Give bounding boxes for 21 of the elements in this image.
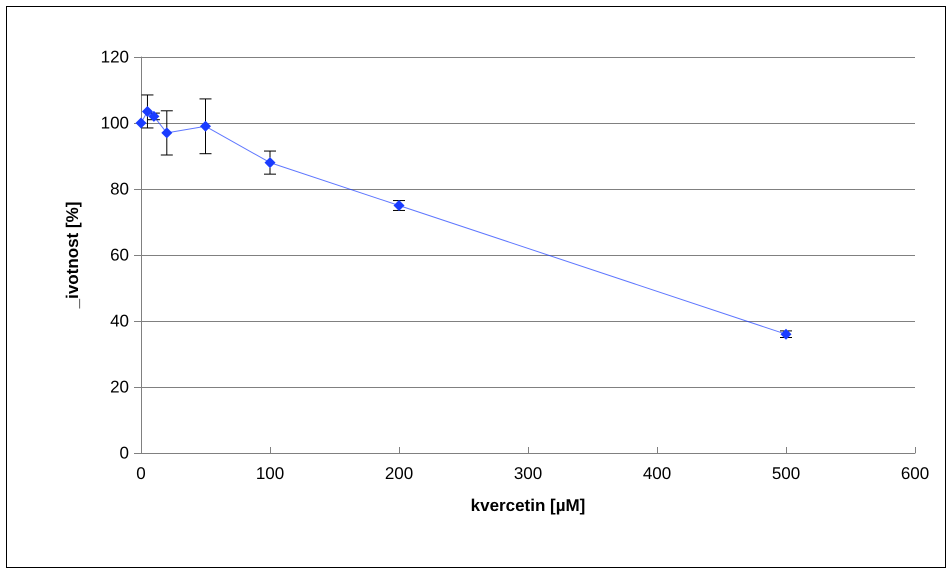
x-tick-label: 500 bbox=[772, 464, 800, 483]
y-tick-label: 80 bbox=[110, 180, 129, 198]
point bbox=[161, 127, 172, 138]
point bbox=[142, 106, 153, 117]
x-axis-title: kvercetin [µM] bbox=[470, 496, 586, 515]
point bbox=[264, 157, 276, 168]
y-tick-label: 20 bbox=[110, 378, 129, 396]
x-tick-label: 100 bbox=[256, 464, 284, 483]
y-tick-label: 40 bbox=[110, 312, 129, 330]
x-tick-label: 600 bbox=[900, 464, 930, 483]
x-tick-label: 400 bbox=[642, 464, 672, 483]
point bbox=[200, 120, 211, 132]
y-tick-label: 60 bbox=[110, 246, 129, 264]
x-tick-label: 200 bbox=[384, 464, 414, 483]
y-tick-label: 120 bbox=[100, 48, 129, 66]
x-tick-label: 300 bbox=[514, 464, 542, 483]
point bbox=[780, 328, 792, 340]
x-tick-label: 0 bbox=[136, 464, 146, 483]
y-axis-title: _ivotnost [%] bbox=[63, 202, 82, 310]
y-tick-label: 0 bbox=[120, 444, 129, 462]
y-tick-label: 100 bbox=[100, 114, 129, 132]
